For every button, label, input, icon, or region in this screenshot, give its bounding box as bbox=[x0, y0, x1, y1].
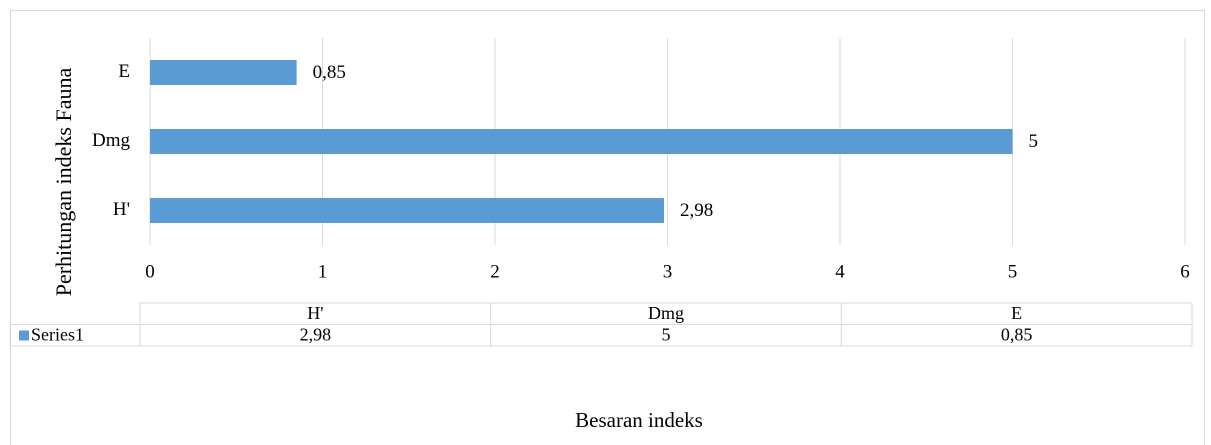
bar bbox=[150, 198, 665, 223]
x-axis-title: Besaran indeks bbox=[575, 408, 703, 432]
x-tick-label: 3 bbox=[663, 261, 673, 282]
table-value: 5 bbox=[662, 324, 671, 344]
legend-label: Series1 bbox=[31, 324, 84, 344]
table-value: 2,98 bbox=[300, 324, 332, 344]
table-value: 0,85 bbox=[1001, 324, 1033, 344]
table-header: E bbox=[1011, 303, 1022, 323]
data-label: 0,85 bbox=[313, 62, 346, 83]
bar bbox=[150, 129, 1013, 154]
bar bbox=[150, 60, 297, 85]
y-tick-label: Dmg bbox=[92, 130, 131, 151]
y-tick-label: E bbox=[118, 61, 130, 82]
x-tick-label: 6 bbox=[1180, 261, 1190, 282]
table-header: Dmg bbox=[648, 303, 684, 323]
y-axis-title: Perhitungan indeks Fauna bbox=[51, 68, 76, 297]
x-tick-label: 1 bbox=[318, 261, 328, 282]
data-label: 2,98 bbox=[680, 200, 713, 221]
x-tick-label: 5 bbox=[1008, 261, 1018, 282]
x-tick-label: 0 bbox=[145, 261, 155, 282]
table-header: H' bbox=[307, 303, 323, 323]
x-tick-label: 2 bbox=[490, 261, 500, 282]
data-label: 5 bbox=[1029, 131, 1039, 152]
y-tick-label: H' bbox=[113, 199, 130, 220]
legend-marker bbox=[19, 330, 29, 341]
x-tick-label: 4 bbox=[835, 261, 845, 282]
